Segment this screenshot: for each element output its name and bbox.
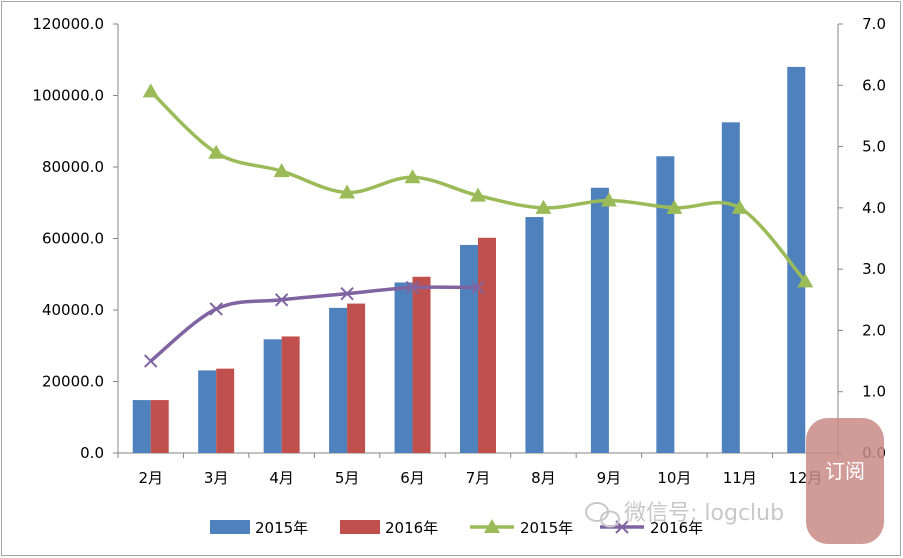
point-2016年 [471,280,485,295]
y-tick-label-right: 7.0 [862,15,886,33]
point-2016年 [209,302,223,316]
point-2015年 [339,184,356,199]
point-2015年 [273,163,290,178]
legend-swatch [340,520,380,534]
point-2015年 [666,199,683,214]
point-2015年 [731,199,748,214]
y-tick-label-right: 1.0 [862,383,886,401]
x-tick-label: 9月 [597,469,622,487]
legend: 2015年 2016年 2015年 2016年 [210,519,703,537]
point-2015年 [208,144,225,159]
y-tick-label-left: 20000.0 [42,373,104,391]
point-2016年 [274,293,289,307]
bar-2015年 [656,156,675,453]
legend-label: 2016年 [385,519,438,537]
watermark: 微信号: logclub 订阅 [585,418,884,544]
bar-2015年 [263,339,282,453]
point-2016年 [405,280,420,295]
legend-label: 2015年 [520,519,573,537]
y-tick-label-right: 4.0 [862,199,886,217]
y-tick-label-right: 6.0 [862,76,886,94]
x-tick-label: 11月 [723,469,757,487]
point-2015年 [600,192,617,207]
point-2015年 [797,273,814,288]
bar-2015年 [525,217,544,453]
bar-2015年 [329,307,348,453]
bar-2015年 [787,66,806,454]
bar-2015年 [460,244,478,453]
bar-2016年 [150,400,169,453]
x-tick-label: 2月 [138,469,163,487]
x-tick-label: 3月 [204,469,229,487]
x-tick-label: 7月 [466,469,491,487]
point-2016年 [144,354,158,368]
seal-stamp: 订阅 [806,418,884,544]
bar-2015年 [132,400,151,453]
axes: 0.0 20000.0 40000.0 60000.0 80000.0 100000.0 1… [32,15,886,487]
x-tick-label: 6月 [400,469,425,487]
legend-marker [484,519,500,533]
bar-2016年 [478,237,496,453]
watermark-text: 微信号: logclub [624,501,784,526]
point-2015年 [535,199,552,214]
legend-swatch [210,520,250,534]
point-2015年 [470,187,486,202]
bar-2016年 [216,368,235,453]
y-tick-label-left: 60000.0 [42,230,104,248]
point-2016年 [340,286,354,301]
legend-label: 2015年 [255,519,308,537]
y-tick-label-right: 5.0 [862,138,886,156]
bar-2016年 [281,336,300,453]
x-tick-label: 10月 [657,469,691,487]
bar-2015年 [721,122,740,453]
line-2016年 [149,285,479,363]
bars [132,66,806,454]
y-tick-label-right: 3.0 [862,260,886,278]
bar-2016年 [412,276,431,453]
lines [142,83,814,368]
bar-2015年 [394,282,413,453]
bar-2016年 [347,303,366,453]
legend-label: 2016年 [650,519,703,537]
y-tick-label-left: 40000.0 [42,301,104,319]
y-tick-label-left: 100000.0 [32,87,104,105]
seal-text: 订阅 [825,459,865,483]
y-tick-label-left: 0.0 [80,444,104,462]
y-tick-label-left: 80000.0 [42,158,104,176]
point-2015年 [404,169,421,184]
x-tick-label: 4月 [269,469,294,487]
x-tick-label: 8月 [531,469,556,487]
wechat-icon [585,502,620,528]
y-tick-label-right: 2.0 [862,321,886,339]
x-tick-label: 5月 [335,469,360,487]
point-2015年 [142,83,159,98]
bar-2015年 [198,370,217,453]
bar-2015年 [590,187,609,454]
y-tick-label-left: 120000.0 [32,15,104,33]
